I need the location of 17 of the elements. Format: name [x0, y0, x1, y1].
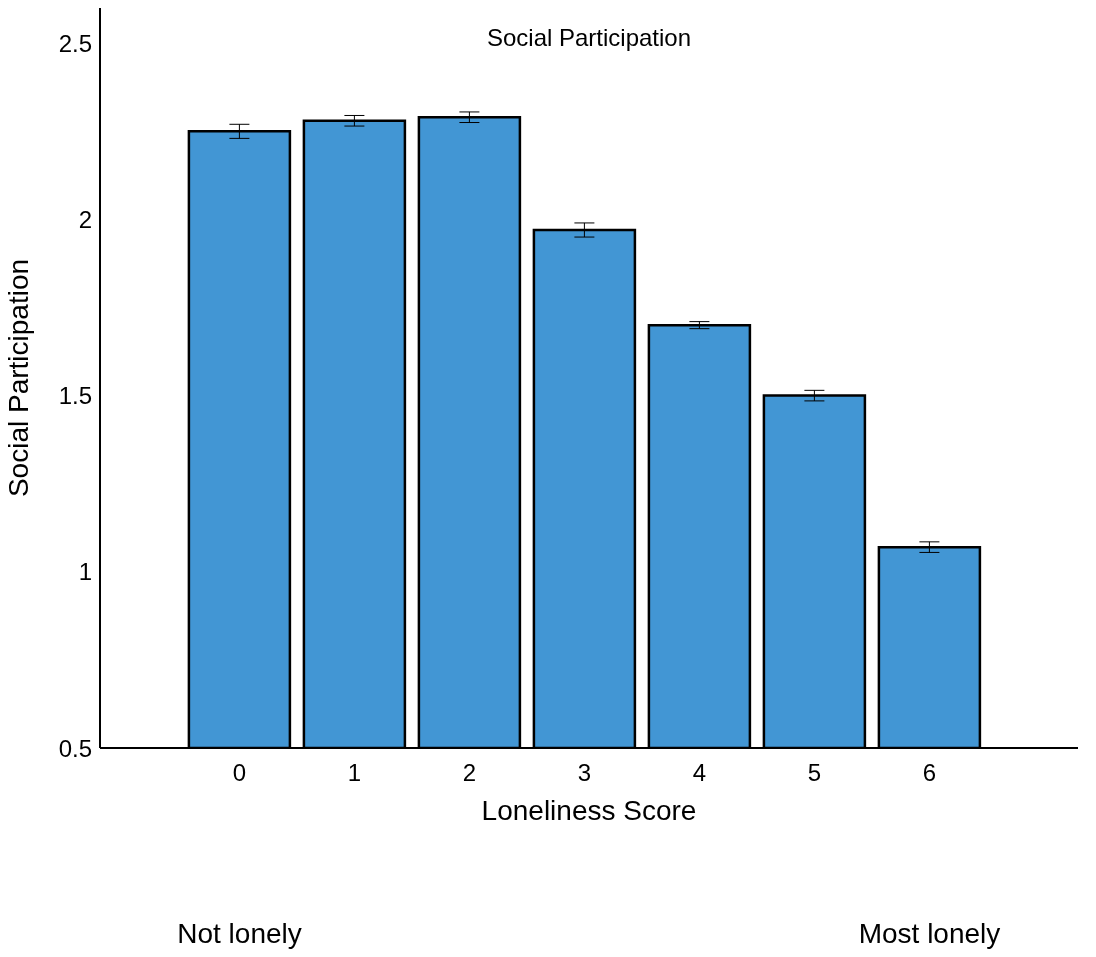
x-tick-label: 4	[692, 759, 707, 787]
y-tick-label: 2	[78, 205, 92, 233]
x-axis-title: Loneliness Score	[481, 795, 697, 826]
x-tick-label: 5	[807, 759, 822, 787]
x-tick-label: 1	[347, 759, 362, 787]
y-axis-title: Social Participation	[2, 258, 34, 498]
y-tick-label: 2.5	[58, 29, 92, 57]
text: Not lonely	[176, 918, 303, 950]
x-tick-label: 3	[577, 759, 592, 787]
x-tick-label: 0	[232, 759, 247, 787]
text: Most lonely	[857, 918, 1002, 950]
x-tick-label: 2	[462, 759, 477, 787]
x-tick-label: 6	[922, 759, 937, 787]
y-tick-label: 1	[78, 558, 92, 586]
y-tick-label: 1.5	[58, 382, 92, 410]
y-tick-label: 0.5	[58, 734, 92, 762]
text: Social Participation	[485, 24, 693, 52]
